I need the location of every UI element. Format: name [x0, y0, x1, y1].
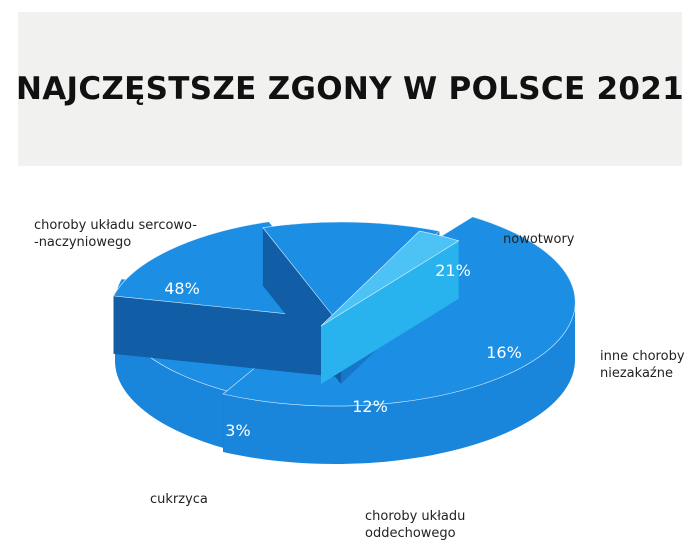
- pie-slice-4: [320, 230, 460, 384]
- category-label-0: choroby układu sercowo--naczyniowego: [34, 218, 197, 250]
- category-label-2: inne choroby niezakaźne: [600, 349, 685, 381]
- category-label-4: cukrzyca: [150, 492, 208, 507]
- category-label-3: choroby układu oddechowego: [365, 509, 465, 541]
- slice-side: [115, 303, 244, 453]
- slice-top: [320, 230, 460, 327]
- value-label-3: 12%: [352, 397, 388, 416]
- slice-top: [262, 221, 441, 327]
- category-label-1: nowotwory: [503, 232, 575, 247]
- value-label-2: 16%: [486, 343, 522, 362]
- value-label-0: 48%: [164, 279, 200, 298]
- value-label-4: 3%: [225, 421, 250, 440]
- value-label-1: 21%: [435, 261, 471, 280]
- slice-cut-face: [321, 240, 459, 384]
- chart-title: NAJCZĘSTSZE ZGONY W POLSCE 2021: [15, 71, 685, 107]
- title-banner: NAJCZĘSTSZE ZGONY W POLSCE 2021: [15, 12, 685, 166]
- slice-side: [223, 302, 575, 464]
